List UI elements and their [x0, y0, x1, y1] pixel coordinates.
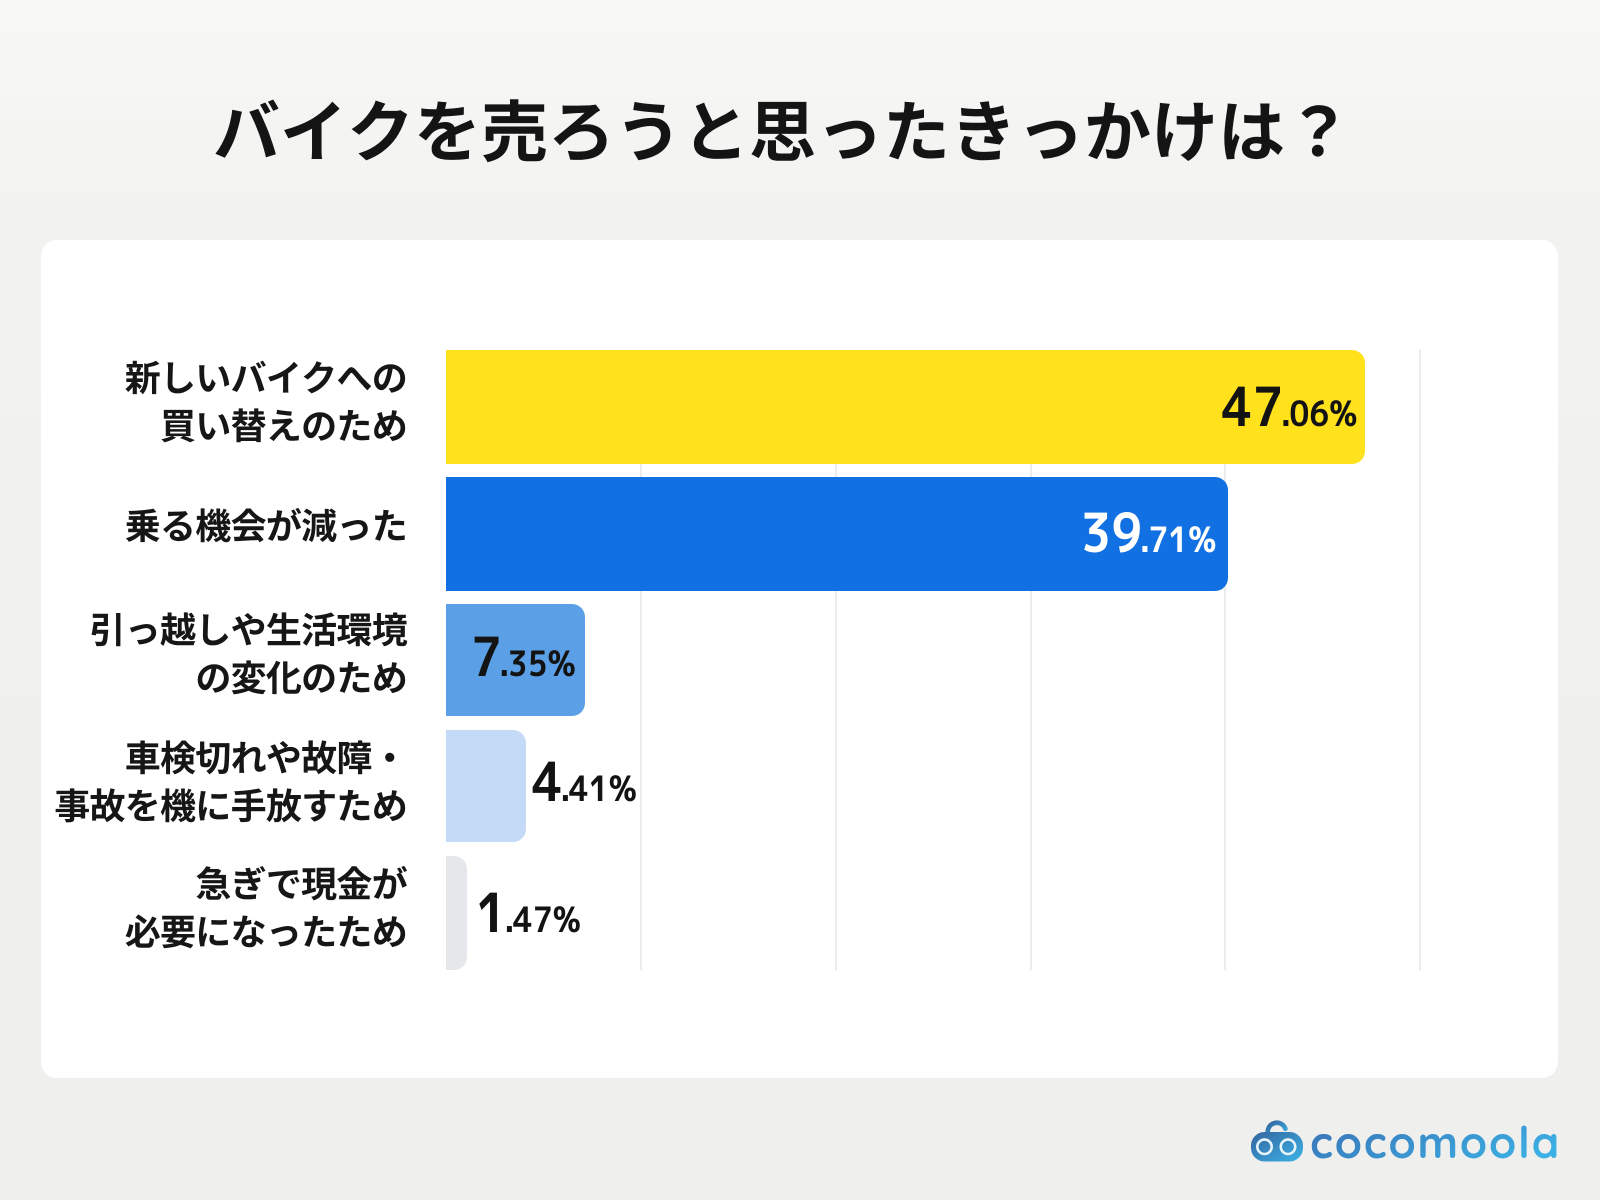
svg-text:cocomoola: cocomoola: [1310, 1114, 1561, 1169]
